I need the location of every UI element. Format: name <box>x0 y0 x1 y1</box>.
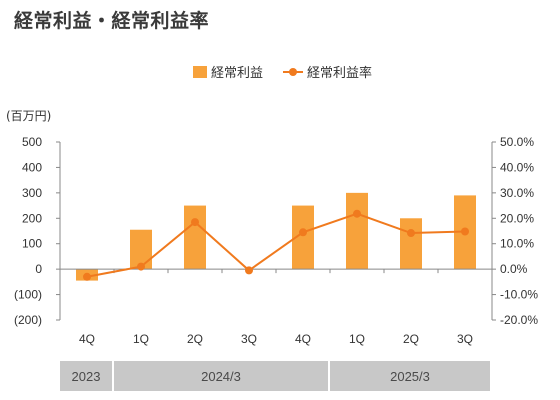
bar-3 <box>184 205 206 270</box>
left-tick-label: (100) <box>14 288 42 302</box>
right-tick-label: 20.0% <box>500 211 534 225</box>
left-tick-label: 100 <box>22 237 42 251</box>
left-axis-unit: (百万円) <box>6 109 51 123</box>
category-label: 1Q <box>349 332 365 346</box>
left-tick-label: 200 <box>22 211 42 225</box>
margin-point-6 <box>353 209 361 218</box>
right-tick-label: 10.0% <box>500 237 534 251</box>
margin-point-4 <box>245 266 253 275</box>
category-label: 2Q <box>187 332 203 346</box>
right-tick-label: 0.0% <box>500 262 528 276</box>
right-tick-label: -10.0% <box>500 288 538 302</box>
category-label: 4Q <box>79 332 95 346</box>
right-tick-label: 30.0% <box>500 186 534 200</box>
left-tick-label: (200) <box>14 313 42 327</box>
category-label: 3Q <box>457 332 473 346</box>
legend-bar-label: 経常利益 <box>211 66 263 81</box>
fiscal-period-row: 2023 2024/3 2025/3 <box>60 361 492 391</box>
category-label: 1Q <box>133 332 149 346</box>
fiscal-period-label: 2025/3 <box>330 361 490 391</box>
bar-7 <box>400 218 422 270</box>
left-tick-label: 500 <box>22 135 42 149</box>
category-label: 2Q <box>403 332 419 346</box>
right-tick-label: 40.0% <box>500 160 534 174</box>
margin-point-1 <box>83 272 91 281</box>
bar-2 <box>130 229 152 270</box>
legend-bar-swatch <box>193 66 207 78</box>
margin-point-8 <box>461 227 469 236</box>
left-tick-label: 400 <box>22 160 42 174</box>
fiscal-period-label: 2024/3 <box>114 361 328 391</box>
fiscal-period-label: 2023 <box>60 361 112 391</box>
margin-point-5 <box>299 228 307 237</box>
left-tick-label: 0 <box>35 262 42 276</box>
legend-line-label: 経常利益率 <box>307 65 372 81</box>
category-label: 4Q <box>295 332 311 346</box>
margin-point-2 <box>137 262 145 271</box>
page-title: 経常利益・経常利益率 <box>14 10 210 32</box>
margin-point-7 <box>407 229 415 238</box>
right-tick-label: 50.0% <box>500 135 534 149</box>
bar-6 <box>346 192 368 270</box>
margin-line <box>86 212 466 278</box>
right-tick-label: -20.0% <box>500 313 538 327</box>
left-tick-label: 300 <box>22 186 42 200</box>
margin-point-3 <box>191 218 199 227</box>
bar-5 <box>292 205 314 270</box>
legend-line-marker <box>289 68 297 76</box>
category-label: 3Q <box>241 332 257 346</box>
